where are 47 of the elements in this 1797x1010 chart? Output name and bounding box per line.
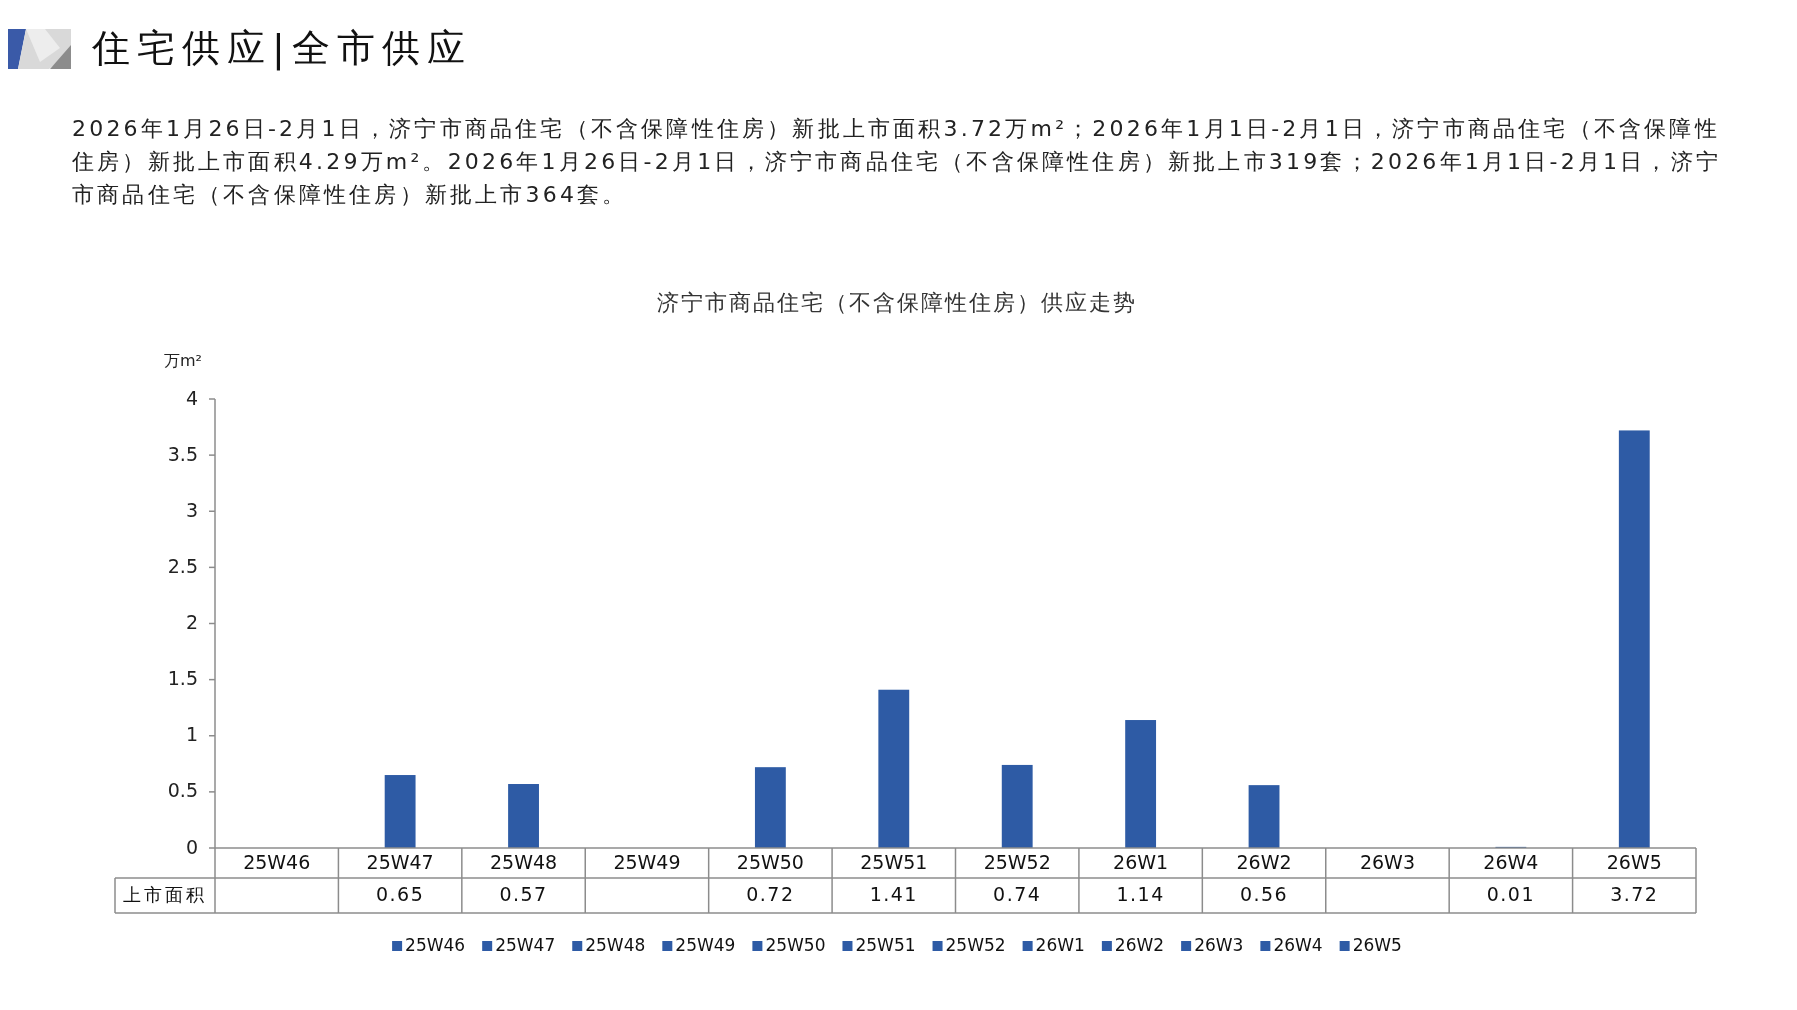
chart-subtitle: 济宁市商品住宅（不含保障性住房）供应走势: [657, 290, 1137, 315]
y-tick-label: 2.5: [167, 554, 198, 577]
y-tick-label: 4: [185, 386, 198, 409]
x-tick-label: 25W52: [983, 850, 1051, 873]
data-label: 0.65: [375, 883, 425, 905]
x-tick-label: 25W50: [736, 850, 804, 873]
data-label: 3.72: [1610, 883, 1659, 905]
category-label: 26W1: [1035, 935, 1085, 955]
x-tick-label: 25W51: [860, 850, 928, 873]
category-label: 25W47: [495, 935, 556, 955]
x-tick-label: 25W47: [366, 850, 434, 873]
y-tick-label: 0: [185, 835, 198, 858]
y-tick-label: 1: [185, 723, 198, 746]
y-tick-label: 3.5: [167, 442, 198, 465]
x-tick-label: 26W3: [1359, 850, 1415, 873]
category-label: 25W48: [585, 935, 646, 955]
x-tick-label: 26W2: [1236, 850, 1292, 873]
y-axis-title: 万m²: [164, 350, 202, 370]
category-label: 26W5: [1352, 935, 1402, 955]
category-label: 26W3: [1194, 935, 1244, 955]
category-label: 25W49: [675, 935, 736, 955]
data-label: 0.72: [746, 883, 795, 905]
x-tick-label: 26W1: [1113, 850, 1169, 873]
y-tick-label: 1.5: [167, 667, 198, 690]
data-label: 1.41: [869, 883, 918, 905]
category-label: 25W46: [405, 935, 466, 955]
data-label: 0.01: [1486, 883, 1536, 905]
data-label: 0.56: [1239, 883, 1289, 905]
category-label: 25W51: [855, 935, 916, 955]
y-tick-label: 2: [185, 611, 198, 633]
text: 2026年1月26日-2月1日，济宁市商品住宅（不含保障性住房）新批上市面积3.72万m²；2026年1月1日-2月1日，济宁市商品住宅（不含保障性住房）新批上市面积4.29万m²。2026年1月26日-2月1日，济宁市商品住宅（不含保障性住房）新批上市319套；2026年1月1日-2月1日，济宁市商品住宅（不含保障性住房）新批上市364套。: [71, 116, 1722, 207]
x-tick-label: 25W48: [489, 850, 558, 873]
data-label: 0.57: [499, 883, 548, 905]
category-label: 26W2: [1114, 935, 1165, 955]
data-label: 1.14: [1116, 883, 1165, 905]
category-label: 25W50: [765, 935, 826, 955]
x-tick-label: 26W5: [1606, 850, 1662, 873]
x-tick-label: 25W49: [613, 850, 681, 873]
chart-title: 住宅供应|全市供应: [91, 25, 472, 71]
x-tick-label: 25W46: [243, 850, 311, 873]
x-tick-label: 26W4: [1483, 850, 1539, 873]
data-label: 0.74: [993, 883, 1042, 905]
y-tick-label: 0.5: [167, 779, 198, 802]
category-label: 26W4: [1273, 935, 1323, 955]
category-label: 25W52: [945, 935, 1006, 955]
y-tick-label: 3: [185, 498, 198, 521]
text: 上市面积: [123, 883, 207, 905]
